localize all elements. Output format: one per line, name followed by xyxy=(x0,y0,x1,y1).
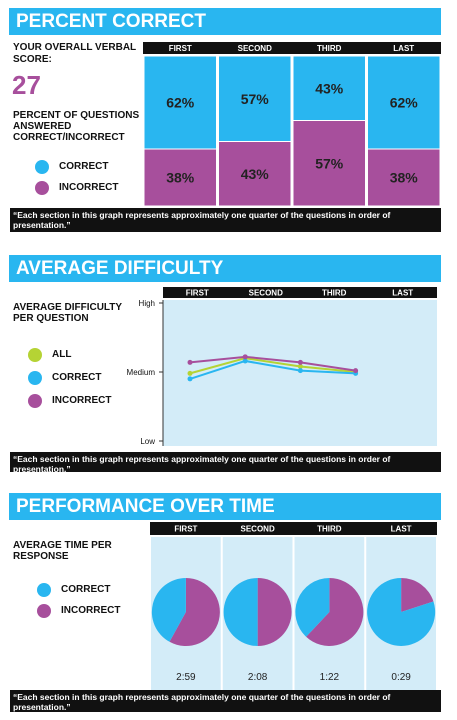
category-label: FIRST xyxy=(186,289,209,298)
section-header xyxy=(9,8,441,35)
point xyxy=(353,368,359,374)
data-label: 43% xyxy=(315,80,344,96)
legend-swatch xyxy=(37,604,51,618)
legend-label: INCORRECT xyxy=(61,605,121,616)
category-label: SECOND xyxy=(241,525,275,534)
note-box xyxy=(10,452,441,472)
note: “Each section in this graph represents a… xyxy=(13,692,391,712)
point xyxy=(242,354,248,360)
category-label: SECOND xyxy=(249,289,283,298)
time-label: 1:22 xyxy=(320,672,340,683)
note-box xyxy=(10,208,441,232)
score: 27 xyxy=(12,70,41,100)
pie-slice xyxy=(306,578,364,646)
category-label: FIRST xyxy=(169,44,192,53)
point xyxy=(297,368,303,374)
section-title: AVERAGE DIFFICULTY xyxy=(16,258,224,279)
point xyxy=(187,376,193,382)
y-tick-label: High xyxy=(139,299,155,308)
pie-slice xyxy=(169,578,220,646)
data-label: 38% xyxy=(390,170,419,186)
point xyxy=(297,359,303,365)
section-header xyxy=(9,255,441,282)
category-label: LAST xyxy=(392,289,413,298)
legend-swatch xyxy=(28,394,42,408)
data-label: 43% xyxy=(241,166,270,182)
category-label: LAST xyxy=(391,525,412,534)
legend-swatch xyxy=(28,371,42,385)
note-box xyxy=(10,690,441,712)
pie-slice xyxy=(295,578,330,637)
legend-label: INCORRECT xyxy=(59,182,119,193)
pie-slice xyxy=(151,577,186,642)
section-title: PERCENT CORRECT xyxy=(16,11,207,32)
legend-swatch xyxy=(35,181,49,195)
series-line xyxy=(189,359,356,380)
legend-swatch xyxy=(28,348,42,362)
time-label: 2:08 xyxy=(248,672,268,683)
legend-label: ALL xyxy=(52,349,72,360)
pie-slice xyxy=(367,578,436,646)
data-label: 57% xyxy=(241,91,270,107)
category-bar xyxy=(143,42,441,54)
series-line xyxy=(189,355,356,372)
data-label: 57% xyxy=(315,155,344,171)
category-label: THIRD xyxy=(322,289,347,298)
legend-label: CORRECT xyxy=(61,584,111,595)
pie-slice xyxy=(257,578,292,646)
legend-label: CORRECT xyxy=(59,161,109,172)
bar-segment xyxy=(367,55,441,150)
y-tick-label: Low xyxy=(140,437,155,446)
bar-segment xyxy=(292,55,366,121)
data-label: 62% xyxy=(390,95,419,111)
legend-label: CORRECT xyxy=(52,372,102,383)
legend-swatch xyxy=(35,160,49,174)
category-label: LAST xyxy=(393,44,414,53)
category-label: FIRST xyxy=(174,525,197,534)
score-label: YOUR OVERALL VERBAL SCORE: xyxy=(13,42,136,65)
bar-segment xyxy=(292,120,366,207)
y-label: AVERAGE TIME PER RESPONSE xyxy=(13,540,112,562)
point xyxy=(187,359,193,365)
time-label: 0:29 xyxy=(391,672,411,683)
legend-label: INCORRECT xyxy=(52,395,112,406)
category-label: THIRD xyxy=(317,525,342,534)
bar-segment xyxy=(218,55,292,142)
data-label: 62% xyxy=(166,95,195,111)
y-label: PERCENT OF QUESTIONS ANSWERED CORRECT/IN… xyxy=(13,110,140,143)
point xyxy=(297,363,303,369)
category-bar xyxy=(150,522,437,535)
legend-swatch xyxy=(37,583,51,597)
section-header xyxy=(9,493,441,520)
time-label: 2:59 xyxy=(176,672,196,683)
note: “Each section in this graph represents a… xyxy=(13,454,391,474)
y-tick-label: Medium xyxy=(127,368,156,377)
pie-slice xyxy=(401,578,434,612)
category-bar xyxy=(163,287,437,298)
bar-segment xyxy=(218,141,292,207)
series-line xyxy=(189,357,356,375)
section-title: PERFORMANCE OVER TIME xyxy=(16,496,275,517)
pie-slice xyxy=(223,578,258,646)
point xyxy=(242,358,248,364)
note: “Each section in this graph represents a… xyxy=(13,210,391,230)
bar-segment xyxy=(143,55,217,150)
point xyxy=(187,370,193,376)
bar-segment xyxy=(367,148,441,207)
category-label: THIRD xyxy=(317,44,342,53)
category-label: SECOND xyxy=(238,44,272,53)
bar-segment xyxy=(143,148,217,207)
y-label: AVERAGE DIFFICULTY PER QUESTION xyxy=(13,302,122,324)
data-label: 38% xyxy=(166,170,195,186)
